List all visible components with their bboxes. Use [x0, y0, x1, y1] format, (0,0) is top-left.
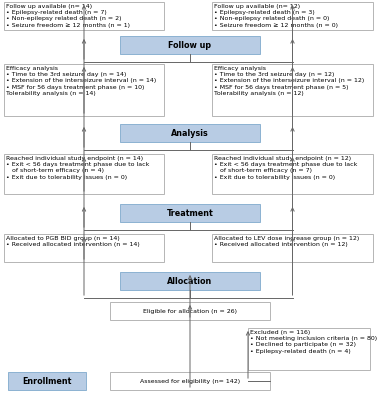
FancyBboxPatch shape — [212, 2, 373, 30]
Text: Allocated to PGB BID group (n = 14)
• Received allocated intervention (n = 14): Allocated to PGB BID group (n = 14) • Re… — [6, 236, 140, 247]
Text: Eligible for allocation (n = 26): Eligible for allocation (n = 26) — [143, 308, 237, 314]
Text: Enrollment: Enrollment — [22, 376, 72, 386]
FancyBboxPatch shape — [120, 124, 260, 142]
Text: Reached individual study endpoint (n = 14)
• Exit < 56 days treatment phase due : Reached individual study endpoint (n = 1… — [6, 156, 150, 180]
FancyBboxPatch shape — [212, 234, 373, 262]
Text: Follow up available (n= 12)
• Epilepsy-related death (n = 3)
• Non-epilepsy rela: Follow up available (n= 12) • Epilepsy-r… — [215, 4, 339, 28]
FancyBboxPatch shape — [212, 64, 373, 116]
Text: Analysis: Analysis — [171, 128, 209, 138]
FancyBboxPatch shape — [4, 154, 164, 194]
FancyBboxPatch shape — [4, 2, 164, 30]
Text: Allocation: Allocation — [167, 276, 213, 286]
FancyBboxPatch shape — [110, 302, 270, 320]
Text: Treatment: Treatment — [167, 208, 213, 218]
FancyBboxPatch shape — [110, 372, 270, 390]
FancyBboxPatch shape — [120, 272, 260, 290]
FancyBboxPatch shape — [120, 204, 260, 222]
FancyBboxPatch shape — [8, 372, 86, 390]
Text: Follow up available (n= 14)
• Epilepsy-related death (n = 7)
• Non-epilepsy rela: Follow up available (n= 14) • Epilepsy-r… — [6, 4, 130, 28]
Text: Assessed for eligibility (n= 142): Assessed for eligibility (n= 142) — [140, 378, 240, 384]
FancyBboxPatch shape — [4, 64, 164, 116]
FancyBboxPatch shape — [4, 234, 164, 262]
Text: Reached individual study endpoint (n = 12)
• Exit < 56 days treatment phase due : Reached individual study endpoint (n = 1… — [215, 156, 358, 180]
FancyBboxPatch shape — [248, 328, 370, 370]
Text: Efficacy analysis
• Time to the 3rd seizure day (n = 14)
• Extension of the inte: Efficacy analysis • Time to the 3rd seiz… — [6, 66, 157, 96]
Text: Follow up: Follow up — [169, 40, 211, 50]
FancyBboxPatch shape — [212, 154, 373, 194]
Text: Excluded (n = 116)
• Not meeting inclusion criteria (n = 80)
• Declined to parti: Excluded (n = 116) • Not meeting inclusi… — [250, 330, 377, 354]
Text: Efficacy analysis
• Time to the 3rd seizure day (n = 12)
• Extension of the inte: Efficacy analysis • Time to the 3rd seiz… — [215, 66, 365, 96]
Text: Allocated to LEV dose increase group (n = 12)
• Received allocated intervention : Allocated to LEV dose increase group (n … — [215, 236, 360, 247]
FancyBboxPatch shape — [120, 36, 260, 54]
